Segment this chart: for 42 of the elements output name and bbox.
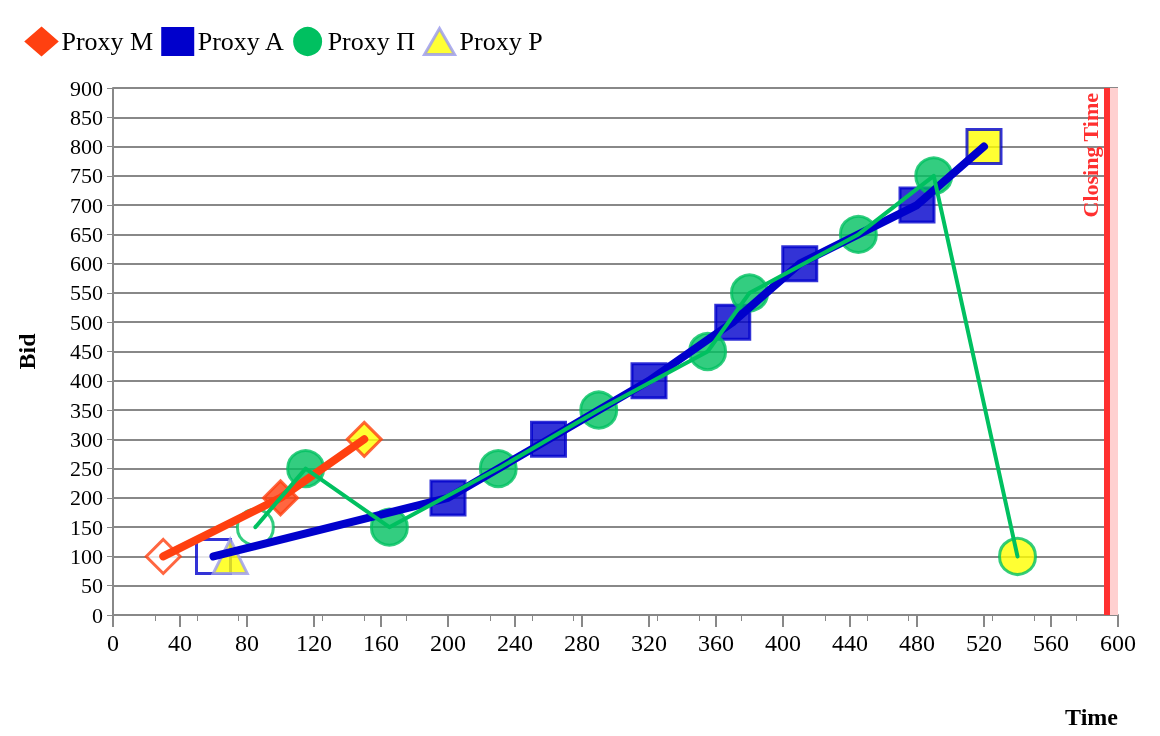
x-tick-label: 40: [168, 630, 192, 656]
x-tick-label: 520: [966, 630, 1002, 656]
y-tick-label: 650: [70, 221, 103, 247]
y-tick-label: 400: [70, 368, 103, 394]
y-tick-label: 600: [70, 251, 103, 277]
x-tick-label: 0: [107, 630, 119, 656]
y-tick-label: 850: [70, 104, 103, 130]
y-tick-label: 150: [70, 514, 103, 540]
x-tick-label: 280: [564, 630, 600, 656]
x-tick-label: 400: [765, 630, 801, 656]
legend-label: Proxy Π: [327, 27, 416, 56]
y-tick-label: 750: [70, 163, 103, 189]
x-tick-label: 480: [899, 630, 935, 656]
y-tick-label: 200: [70, 485, 103, 511]
x-tick-label: 120: [296, 630, 332, 656]
y-tick-label: 350: [70, 397, 103, 423]
x-tick-label: 320: [631, 630, 667, 656]
x-tick-label: 600: [1100, 630, 1136, 656]
x-tick-label: 360: [698, 630, 734, 656]
x-tick-label: 200: [430, 630, 466, 656]
y-tick-label: 250: [70, 456, 103, 482]
x-axis-title: Time: [1065, 704, 1119, 730]
y-axis-title: Bid: [14, 332, 40, 370]
y-tick-label: 50: [81, 573, 103, 599]
legend-label: Proxy P: [459, 27, 543, 56]
legend-label: Proxy M: [61, 27, 154, 56]
x-tick-label: 160: [363, 630, 399, 656]
y-tick-label: 100: [70, 543, 103, 569]
y-tick-label: 450: [70, 339, 103, 364]
y-tick-label: 300: [70, 426, 103, 452]
x-tick-label: 560: [1033, 630, 1069, 656]
ref-line-label: Closing Time: [1077, 92, 1103, 218]
y-tick-label: 700: [70, 192, 103, 218]
x-tick-label: 80: [235, 630, 259, 656]
y-tick-label: 500: [70, 309, 103, 335]
legend-label: Proxy A: [197, 27, 284, 56]
y-tick-label: 550: [70, 280, 103, 306]
x-tick-label: 440: [832, 630, 868, 656]
y-tick-label: 800: [70, 134, 103, 160]
x-tick-label: 240: [497, 630, 533, 656]
y-tick-label: 900: [70, 75, 103, 101]
y-tick-label: 0: [92, 602, 103, 628]
